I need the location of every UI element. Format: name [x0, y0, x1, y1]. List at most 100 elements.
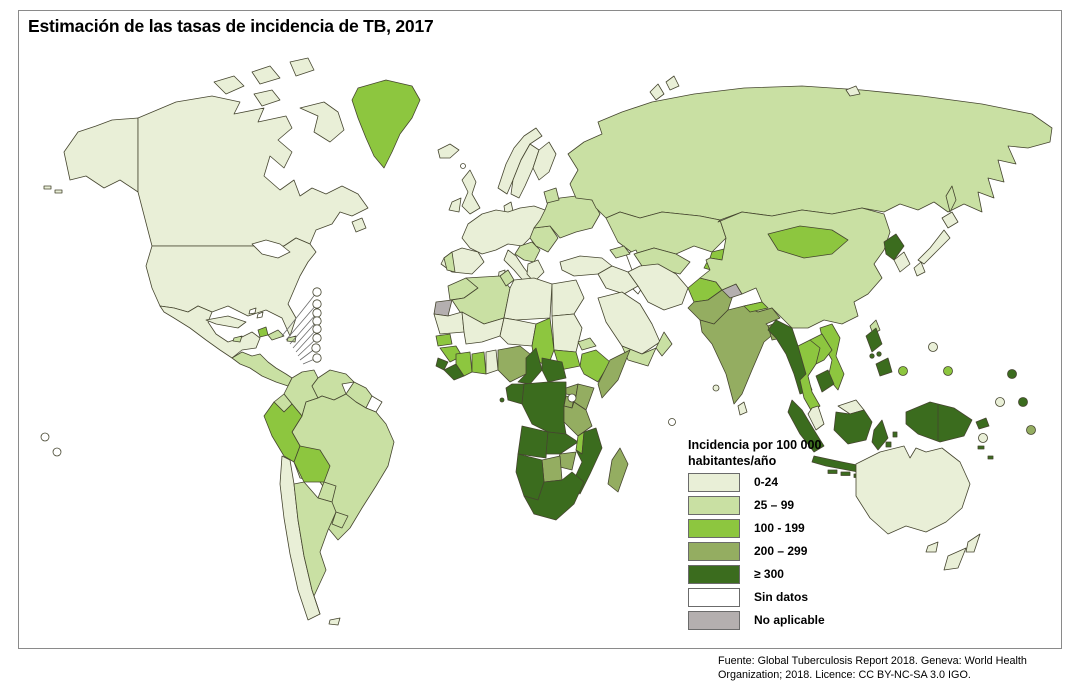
region-dr-congo: [521, 381, 567, 435]
region-cambodia: [815, 369, 835, 393]
region-south-korea: [893, 251, 911, 273]
region-myanmar: [767, 319, 813, 395]
legend-item: 0-24: [688, 472, 898, 492]
legend-swatch: [688, 587, 740, 607]
region-newfoundland: [351, 217, 367, 233]
region-aleutians: [43, 185, 52, 190]
legend-item: Sin datos: [688, 587, 898, 607]
region-somalia: [597, 349, 631, 399]
legend-label: Sin datos: [754, 590, 809, 604]
region-alaska: [63, 117, 139, 193]
region-haiti: [257, 326, 269, 338]
region-siberian-island: [845, 85, 861, 97]
region-niger: [499, 317, 537, 347]
legend-swatch: [688, 495, 740, 515]
source-line1: Fuente: Global Tuberculosis Report 2018.…: [718, 655, 1027, 667]
region-maluku: [892, 431, 898, 438]
region-senegal: [435, 333, 453, 347]
region-lesser-sunda: [840, 471, 851, 476]
lake-victoria: [567, 393, 577, 403]
region-sierra-leone: [435, 357, 449, 371]
region-new-britain: [975, 417, 990, 430]
region-eastern-europe: [533, 195, 601, 239]
legend-item: 25 – 99: [688, 495, 898, 515]
region-japan-honshu: [917, 229, 951, 265]
region-sri-lanka: [737, 401, 748, 416]
region-lesser-sunda: [827, 469, 838, 474]
legend-item: 200 – 299: [688, 541, 898, 561]
region-new-guinea: [905, 401, 973, 443]
map-legend: Incidencia por 100 000 habitantes/año 0-…: [688, 437, 898, 630]
legend-label: 100 - 199: [754, 521, 805, 535]
caribbean-callout-circle: [312, 308, 322, 318]
region-dominican-republic: [267, 329, 285, 341]
legend-label: ≥ 300: [754, 567, 784, 581]
region-togo-benin: [485, 349, 499, 375]
region-argentina: [293, 481, 337, 615]
great-lakes: [251, 239, 291, 259]
region-baltics: [543, 187, 560, 204]
region-new-zealand-south: [943, 547, 967, 571]
pacific-island-circle: [1018, 397, 1028, 407]
region-falklands: [328, 617, 341, 626]
caribbean-callout-circle: [312, 316, 322, 326]
region-bahamas: [248, 307, 257, 315]
legend-title-line2: habitantes/año: [688, 454, 777, 468]
region-western-sahara: [433, 299, 453, 317]
region-central-african-republic: [541, 357, 567, 383]
region-arctic-island: [289, 57, 315, 77]
caribbean-callout-circle: [312, 353, 322, 363]
region-arctic-island: [251, 65, 281, 85]
region-japan-hokkaido: [941, 211, 959, 229]
legend-item: 100 - 199: [688, 518, 898, 538]
region-uruguay: [331, 511, 349, 529]
region-novaya-zemlya: [665, 75, 680, 91]
region-ethiopia: [579, 349, 611, 383]
region-greece: [526, 259, 545, 283]
region-solomon-islands: [987, 455, 994, 460]
region-arctic-island: [253, 89, 281, 107]
legend-swatch: [688, 610, 740, 630]
region-tanzania: [563, 401, 593, 437]
pacific-island-circle: [1026, 425, 1036, 435]
legend-label: No aplicable: [754, 613, 825, 627]
region-united-kingdom: [461, 169, 481, 215]
source-citation: Fuente: Global Tuberculosis Report 2018.…: [718, 654, 1070, 682]
region-cote-divoire: [455, 351, 473, 377]
region-australia: [855, 445, 971, 535]
region-seychelles: [668, 418, 676, 426]
region-sulawesi: [871, 419, 889, 451]
region-botswana: [541, 455, 563, 483]
legend-title-line1: Incidencia por 100 000: [688, 438, 822, 452]
legend-item: No aplicable: [688, 610, 898, 630]
legend-label: 0-24: [754, 475, 779, 489]
region-sao-tome: [499, 397, 505, 403]
region-iceland: [437, 143, 460, 159]
region-bahamas: [256, 311, 264, 319]
region-new-zealand-north: [965, 533, 981, 553]
legend-label: 25 – 99: [754, 498, 795, 512]
region-tasmania: [925, 541, 939, 553]
region-philippines-luzon: [865, 327, 883, 353]
region-sudan: [551, 313, 583, 353]
region-philippines-mindanao: [875, 357, 893, 377]
region-arctic-island: [213, 75, 245, 95]
region-portugal: [443, 251, 456, 273]
region-japan-kyushu: [913, 261, 926, 277]
region-zambia: [545, 431, 579, 455]
region-thailand: [797, 339, 821, 413]
region-sakhalin: [945, 185, 957, 213]
legend-swatch: [688, 541, 740, 561]
region-malaysia: [807, 405, 825, 431]
region-norway: [497, 127, 543, 195]
region-solomon-islands: [977, 445, 985, 450]
pacific-island-circle: [1007, 369, 1017, 379]
caribbean-callout-circle: [312, 324, 322, 334]
caribbean-callout-circle: [311, 343, 321, 353]
region-faroe: [460, 163, 466, 169]
caribbean-callout-circle: [312, 299, 322, 309]
pacific-island-circle: [995, 397, 1005, 407]
region-iran: [627, 263, 689, 311]
region-mongolia: [767, 225, 849, 259]
